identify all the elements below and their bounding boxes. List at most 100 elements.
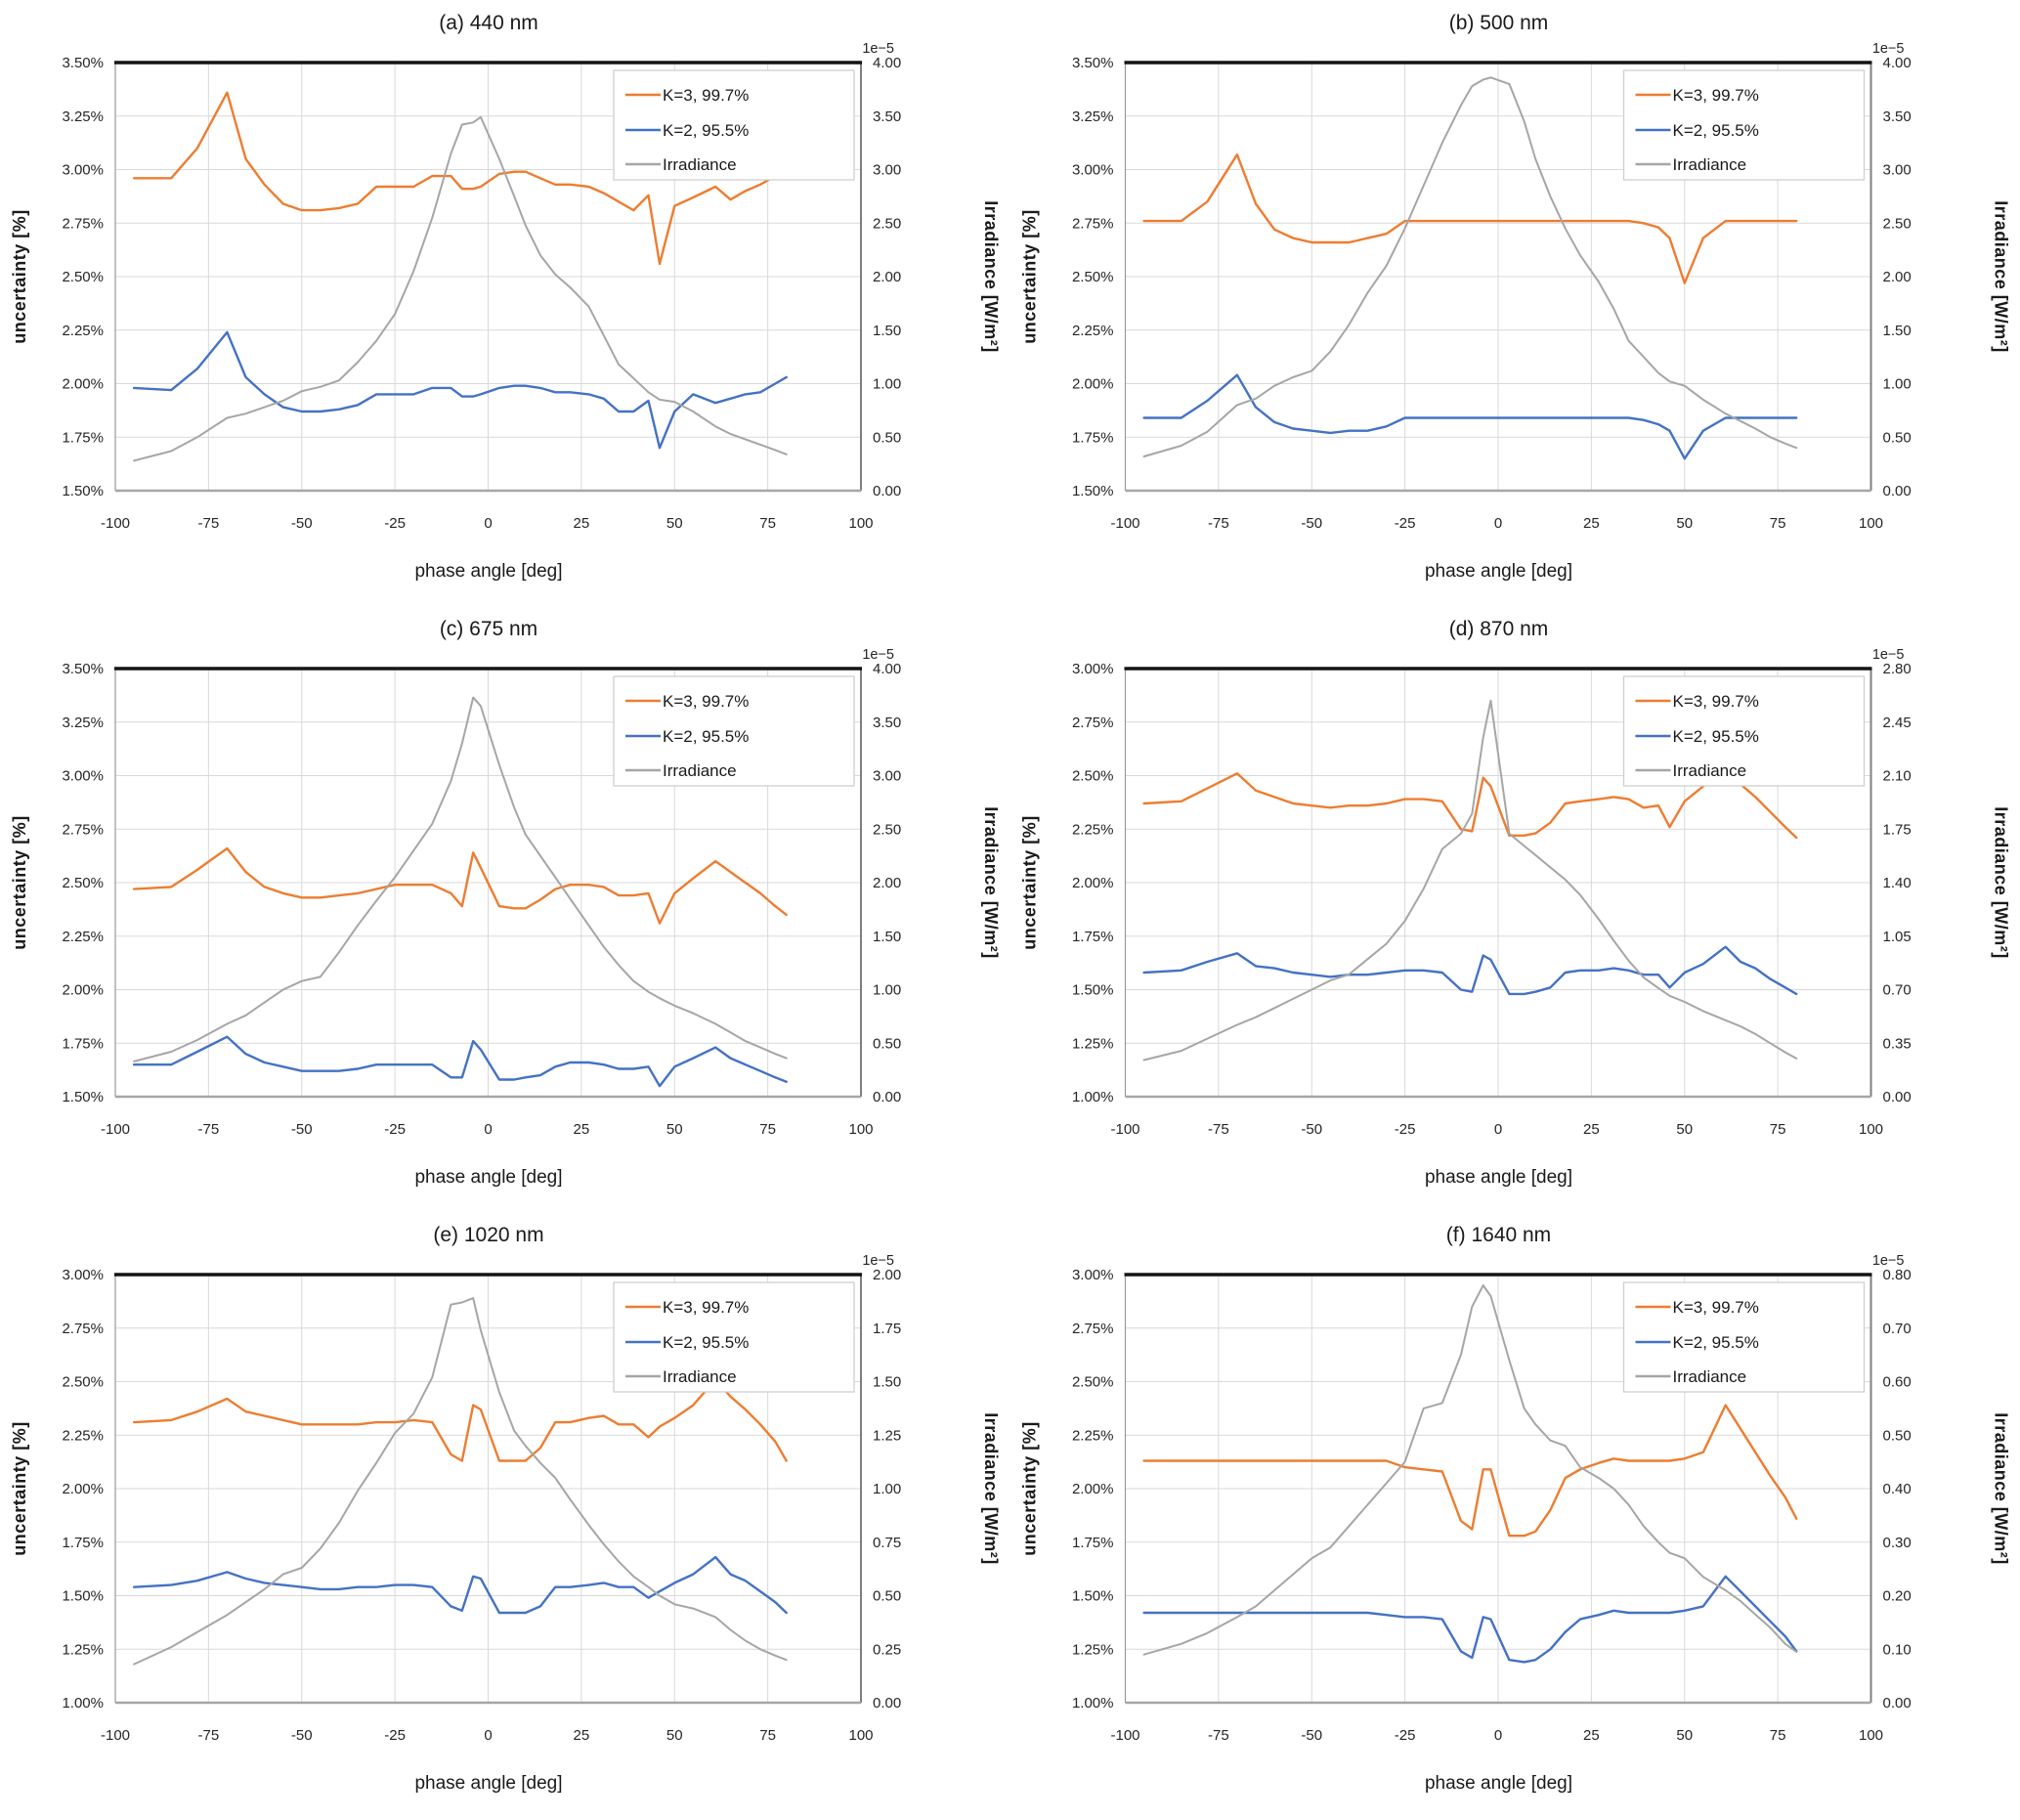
chart-panel-e: 1.00% 0.00 1.25% 0.25 1.50% 0.50 1.75% 0.75 2.00… <box>10 1224 1001 1794</box>
right-axis-multiplier: 1e−5 <box>862 41 894 57</box>
legend-label-k3: K=3, 99.7% <box>663 1298 749 1317</box>
y-tick-label-right: 0.75 <box>873 1535 901 1551</box>
x-tick-label: 100 <box>1859 515 1883 532</box>
y-axis-title-left: uncertainty [%] <box>10 209 29 344</box>
x-tick-label: -100 <box>1110 1121 1139 1138</box>
x-tick-label: -100 <box>1110 1727 1139 1744</box>
series-line-k3 <box>132 1378 788 1462</box>
chart-title: (a) 440 nm <box>439 12 538 34</box>
x-tick-label: 75 <box>1770 515 1786 532</box>
y-axis-title-right: Irradiance [W/m²] <box>981 200 1001 353</box>
y-tick-label-left: 3.50% <box>62 661 104 677</box>
y-tick-label-left: 2.75% <box>1072 1321 1114 1337</box>
series-line-irradiance <box>133 1297 788 1666</box>
y-tick-label-left: 3.25% <box>62 108 104 125</box>
y-tick-label-left: 1.50% <box>62 483 104 499</box>
y-tick-label-right: 0.70 <box>1883 1321 1912 1337</box>
y-tick-label-left: 3.50% <box>1072 55 1114 71</box>
series-line-k2 <box>1142 1575 1798 1664</box>
series-line-k3 <box>1142 765 1798 840</box>
series-line-k2 <box>132 330 788 450</box>
series-line-irradiance <box>133 696 788 1062</box>
legend-label-irradiance: Irradiance <box>663 155 737 174</box>
y-tick-label-left: 2.25% <box>1072 1427 1114 1444</box>
series-line-k3 <box>1142 152 1798 284</box>
chart-title: (b) 500 nm <box>1449 12 1549 34</box>
legend-label-k2: K=2, 95.5% <box>1673 121 1759 140</box>
y-tick-label-left: 1.25% <box>1072 1641 1114 1658</box>
y-tick-label-left: 1.50% <box>62 1089 104 1105</box>
y-tick-label-right: 1.00 <box>873 982 901 999</box>
x-tick-label: 50 <box>666 515 683 532</box>
y-tick-label-right: 3.00 <box>873 162 901 179</box>
legend-label-irradiance: Irradiance <box>663 761 737 780</box>
y-tick-label-right: 2.50 <box>873 215 901 232</box>
series-line-k2 <box>1142 373 1798 460</box>
legend-label-k2: K=2, 95.5% <box>663 727 749 746</box>
legend: K=3, 99.7% K=2, 95.5% Irradiance <box>1622 675 1866 787</box>
y-tick-label-right: 3.50 <box>1883 108 1912 125</box>
y-tick-label-right: 0.00 <box>1883 1695 1912 1712</box>
y-tick-label-left: 2.25% <box>62 929 104 945</box>
y-tick-label-left: 3.00% <box>1072 1267 1114 1283</box>
y-tick-label-left: 2.00% <box>62 1481 104 1497</box>
y-tick-label-right: 2.00 <box>1883 269 1912 285</box>
x-tick-label: -50 <box>291 1121 313 1138</box>
y-tick-label-right: 1.00 <box>873 1481 901 1497</box>
chart-title: (d) 870 nm <box>1449 618 1549 640</box>
legend-label-k2: K=2, 95.5% <box>663 121 749 140</box>
y-tick-label-right: 0.50 <box>1883 1427 1912 1444</box>
y-tick-label-right: 2.80 <box>1883 661 1912 677</box>
y-tick-label-right: 2.50 <box>873 821 901 838</box>
y-tick-label-right: 1.40 <box>1883 875 1912 891</box>
y-tick-label-right: 1.50 <box>873 323 901 339</box>
y-tick-label-right: 3.50 <box>873 715 901 731</box>
y-axis-title-left: uncertainty [%] <box>10 815 29 950</box>
y-tick-label-left: 2.50% <box>62 875 104 891</box>
legend-label-k3: K=3, 99.7% <box>663 692 749 711</box>
x-tick-label: 100 <box>1859 1121 1883 1138</box>
x-axis-title: phase angle [deg] <box>1425 1167 1572 1188</box>
y-tick-label-left: 3.25% <box>1072 108 1114 125</box>
y-tick-label-right: 0.30 <box>1883 1535 1912 1551</box>
y-tick-label-left: 2.75% <box>62 821 104 838</box>
legend-label-irradiance: Irradiance <box>663 1367 737 1386</box>
y-axis-title-right: Irradiance [W/m²] <box>981 806 1001 959</box>
legend-box <box>1622 1281 1866 1393</box>
right-axis-multiplier: 1e−5 <box>1872 1253 1905 1269</box>
right-axis-multiplier: 1e−5 <box>1872 41 1905 57</box>
y-axis-title-left: uncertainty [%] <box>1020 1421 1040 1556</box>
y-tick-label-left: 1.75% <box>62 1535 104 1551</box>
legend-box <box>613 1281 855 1393</box>
y-tick-label-right: 0.00 <box>873 483 901 499</box>
x-tick-label: -75 <box>1208 1121 1229 1138</box>
y-tick-label-left: 2.50% <box>1072 269 1114 285</box>
y-tick-label-left: 2.00% <box>62 982 104 999</box>
chart-render-layer: 1.00% 0.00 1.25% 0.35 1.50% 0.70 1.75% 1.05 2.00… <box>1072 647 1912 1138</box>
legend-label-k3: K=3, 99.7% <box>1673 692 1759 711</box>
legend-box <box>1622 69 1866 181</box>
x-tick-label: -75 <box>198 515 220 532</box>
x-tick-label: 25 <box>574 1727 590 1744</box>
y-tick-label-right: 2.50 <box>1883 215 1912 232</box>
y-tick-label-left: 2.50% <box>1072 1374 1114 1391</box>
right-axis-multiplier: 1e−5 <box>1872 647 1905 663</box>
y-tick-label-left: 3.25% <box>62 715 104 731</box>
y-tick-label-right: 2.00 <box>873 1267 901 1283</box>
y-tick-label-left: 2.25% <box>62 1427 104 1444</box>
x-tick-label: -50 <box>1301 1727 1322 1744</box>
y-tick-label-right: 3.00 <box>1883 162 1912 179</box>
y-tick-label-right: 0.10 <box>1883 1641 1912 1658</box>
legend: K=3, 99.7% K=2, 95.5% Irradiance <box>1622 69 1866 181</box>
x-tick-label: -50 <box>291 1727 313 1744</box>
y-tick-label-left: 2.25% <box>62 323 104 339</box>
x-tick-label: 50 <box>1676 515 1693 532</box>
x-tick-label: 50 <box>1676 1727 1693 1744</box>
y-tick-label-left: 1.50% <box>1072 982 1114 999</box>
y-axis-title-left: uncertainty [%] <box>10 1421 29 1556</box>
x-tick-label: 25 <box>1583 515 1600 532</box>
x-tick-label: 75 <box>759 515 776 532</box>
y-tick-label-right: 1.75 <box>873 1321 901 1337</box>
x-axis-title: phase angle [deg] <box>1425 561 1572 582</box>
y-tick-label-right: 1.50 <box>1883 323 1912 339</box>
